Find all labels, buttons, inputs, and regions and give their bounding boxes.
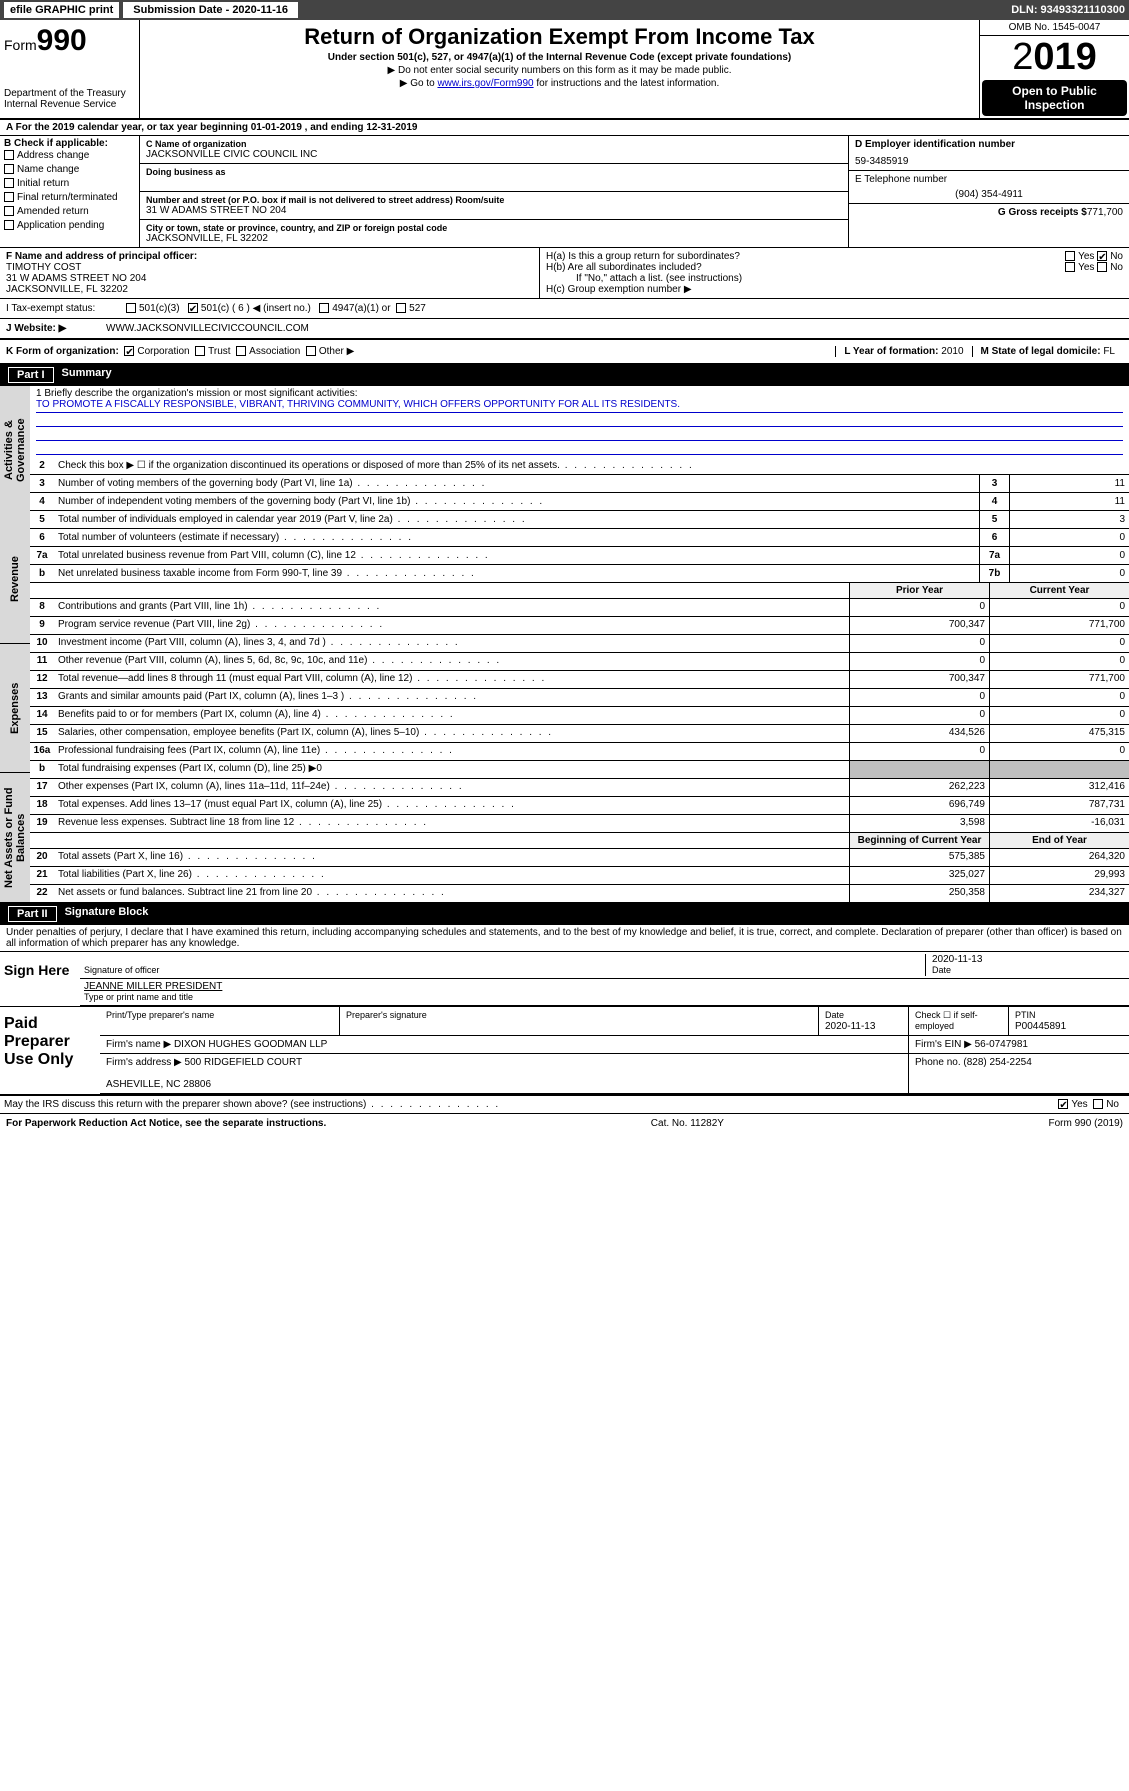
line-b: bTotal fundraising expenses (Part IX, co… — [30, 761, 1129, 779]
page-footer: For Paperwork Reduction Act Notice, see … — [0, 1114, 1129, 1133]
subtitle-2: ▶ Do not enter social security numbers o… — [150, 65, 969, 76]
officer-name: TIMOTHY COST — [6, 262, 533, 273]
row-a-tax-year: A For the 2019 calendar year, or tax yea… — [0, 120, 1129, 136]
line-8: 8Contributions and grants (Part VIII, li… — [30, 599, 1129, 617]
h-b: H(b) Are all subordinates included? Yes … — [546, 262, 1123, 273]
cb-amended-return[interactable]: Amended return — [4, 205, 135, 219]
website-url: WWW.JACKSONVILLECIVICCOUNCIL.COM — [106, 323, 309, 334]
form-title: Return of Organization Exempt From Incom… — [150, 24, 969, 50]
row-website: J Website: ▶ WWW.JACKSONVILLECIVICCOUNCI… — [0, 319, 1129, 340]
subtitle-1: Under section 501(c), 527, or 4947(a)(1)… — [150, 52, 969, 63]
line-17: 17Other expenses (Part IX, column (A), l… — [30, 779, 1129, 797]
line-20: 20Total assets (Part X, line 16)575,3852… — [30, 849, 1129, 867]
mission-block: 1 Briefly describe the organization's mi… — [30, 386, 1129, 457]
dln: DLN: 93493321110300 — [1011, 4, 1125, 16]
top-bar: efile GRAPHIC print Submission Date - 20… — [0, 0, 1129, 20]
form-number: Form990 — [4, 24, 135, 58]
tax-year: 2019 — [980, 36, 1129, 78]
gov-line-5: 5Total number of individuals employed in… — [30, 511, 1129, 529]
line-18: 18Total expenses. Add lines 13–17 (must … — [30, 797, 1129, 815]
gov-line-b: bNet unrelated business taxable income f… — [30, 565, 1129, 583]
cb-application-pending[interactable]: Application pending — [4, 219, 135, 233]
line-13: 13Grants and similar amounts paid (Part … — [30, 689, 1129, 707]
cb-address-change[interactable]: Address change — [4, 149, 135, 163]
sidebar-labels: Net Assets or Fund Balances Expenses Rev… — [0, 386, 30, 903]
col-c-org-info: C Name of organization JACKSONVILLE CIVI… — [140, 136, 849, 247]
gross-receipts: 771,700 — [1087, 207, 1123, 218]
row-tax-exempt: I Tax-exempt status: 501(c)(3) 501(c) ( … — [0, 299, 1129, 319]
gov-line-4: 4Number of independent voting members of… — [30, 493, 1129, 511]
row-k-form-org: K Form of organization: Corporation Trus… — [0, 340, 1129, 364]
cb-name-change[interactable]: Name change — [4, 163, 135, 177]
section-f-h: F Name and address of principal officer:… — [0, 248, 1129, 299]
line-10: 10Investment income (Part VIII, column (… — [30, 635, 1129, 653]
gov-line-7a: 7aTotal unrelated business revenue from … — [30, 547, 1129, 565]
line-16a: 16aProfessional fundraising fees (Part I… — [30, 743, 1129, 761]
section-b-to-g: B Check if applicable: Address change Na… — [0, 136, 1129, 248]
sign-here-block: Sign Here Signature of officer 2020-11-1… — [0, 952, 1129, 1007]
firm-name: DIXON HUGHES GOODMAN LLP — [174, 1039, 327, 1050]
telephone: (904) 354-4911 — [855, 189, 1123, 200]
col-d-ein: D Employer identification number 59-3485… — [849, 136, 1129, 247]
gov-line-2: 2Check this box ▶ ☐ if the organization … — [30, 457, 1129, 475]
mission-text: TO PROMOTE A FISCALLY RESPONSIBLE, VIBRA… — [36, 399, 1123, 413]
org-name: JACKSONVILLE CIVIC COUNCIL INC — [146, 149, 842, 160]
line-22: 22Net assets or fund balances. Subtract … — [30, 885, 1129, 903]
cb-final-return[interactable]: Final return/terminated — [4, 191, 135, 205]
h-c: H(c) Group exemption number ▶ — [546, 284, 1123, 295]
summary-section: Net Assets or Fund Balances Expenses Rev… — [0, 386, 1129, 903]
line-12: 12Total revenue—add lines 8 through 11 (… — [30, 671, 1129, 689]
line-21: 21Total liabilities (Part X, line 26)325… — [30, 867, 1129, 885]
firm-phone: (828) 254-2254 — [963, 1057, 1031, 1068]
line-11: 11Other revenue (Part VIII, column (A), … — [30, 653, 1129, 671]
signer-name: JEANNE MILLER PRESIDENT — [84, 981, 222, 992]
col-b-checkboxes: B Check if applicable: Address change Na… — [0, 136, 140, 247]
paid-preparer-block: Paid Preparer Use Only Print/Type prepar… — [0, 1007, 1129, 1096]
discuss-row: May the IRS discuss this return with the… — [0, 1096, 1129, 1114]
gov-line-3: 3Number of voting members of the governi… — [30, 475, 1129, 493]
part-1-header: Part ISummary — [0, 364, 1129, 386]
subtitle-3: ▶ Go to www.irs.gov/Form990 for instruct… — [150, 78, 969, 89]
open-to-public: Open to Public Inspection — [982, 80, 1127, 116]
line-19: 19Revenue less expenses. Subtract line 1… — [30, 815, 1129, 833]
gov-line-6: 6Total number of volunteers (estimate if… — [30, 529, 1129, 547]
efile-badge[interactable]: efile GRAPHIC print — [4, 2, 119, 18]
omb-number: OMB No. 1545-0047 — [980, 20, 1129, 36]
ein: 59-3485919 — [855, 156, 1123, 167]
cb-initial-return[interactable]: Initial return — [4, 177, 135, 191]
org-city: JACKSONVILLE, FL 32202 — [146, 233, 842, 244]
line-14: 14Benefits paid to or for members (Part … — [30, 707, 1129, 725]
penalties-text: Under penalties of perjury, I declare th… — [0, 925, 1129, 952]
org-address: 31 W ADAMS STREET NO 204 — [146, 205, 842, 216]
form-header: Form990 Department of the Treasury Inter… — [0, 20, 1129, 120]
irs-link[interactable]: www.irs.gov/Form990 — [437, 78, 533, 89]
ptin: P00445891 — [1015, 1021, 1066, 1032]
line-15: 15Salaries, other compensation, employee… — [30, 725, 1129, 743]
line-9: 9Program service revenue (Part VIII, lin… — [30, 617, 1129, 635]
part-2-header: Part IISignature Block — [0, 903, 1129, 925]
officer-address: 31 W ADAMS STREET NO 204 JACKSONVILLE, F… — [6, 273, 533, 295]
submission-date: Submission Date - 2020-11-16 — [123, 2, 298, 18]
firm-ein: 56-0747981 — [975, 1039, 1028, 1050]
begin-end-header: Beginning of Current YearEnd of Year — [30, 833, 1129, 849]
h-a: H(a) Is this a group return for subordin… — [546, 251, 1123, 262]
prior-current-header: Prior YearCurrent Year — [30, 583, 1129, 599]
dept-treasury: Department of the Treasury Internal Reve… — [4, 88, 135, 110]
